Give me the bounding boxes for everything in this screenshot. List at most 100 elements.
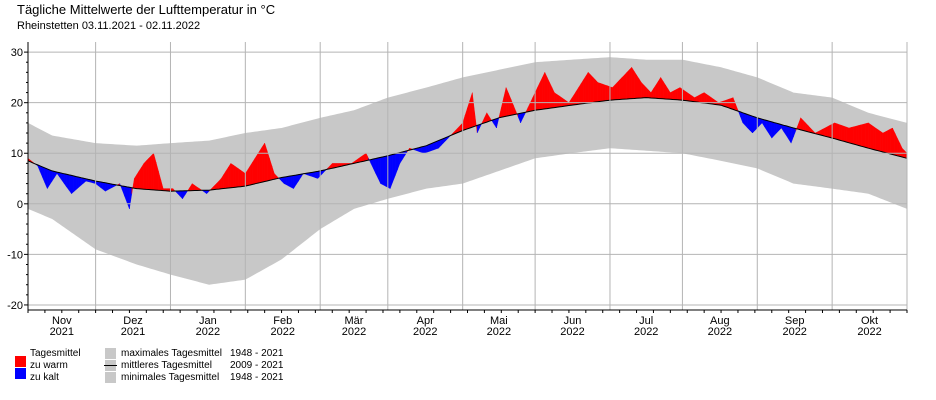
warm-anomaly-segment bbox=[877, 129, 881, 152]
cold-anomaly-segment bbox=[288, 175, 292, 188]
warm-anomaly-segment bbox=[638, 78, 642, 99]
climate-range-band bbox=[28, 57, 907, 285]
axes bbox=[24, 42, 908, 313]
warm-anomaly-segment bbox=[143, 160, 147, 190]
y-tick-label: 20 bbox=[11, 98, 23, 110]
warm-anomaly-segment bbox=[687, 92, 690, 102]
warm-anomaly-segment bbox=[537, 82, 541, 111]
cold-anomaly-segment bbox=[747, 114, 751, 131]
warm-anomaly-segment bbox=[614, 82, 618, 101]
warm-anomaly-segment bbox=[643, 84, 647, 99]
warm-anomaly-segment bbox=[728, 98, 731, 109]
warm-anomaly-segment bbox=[631, 66, 635, 99]
cold-anomaly-segment bbox=[315, 171, 318, 179]
legend-max-years: 1948 - 2021 bbox=[230, 348, 284, 359]
warm-anomaly-segment bbox=[841, 125, 845, 142]
cold-anomaly-segment bbox=[312, 171, 316, 178]
cold-swatch bbox=[15, 368, 26, 379]
warm-anomaly-segment bbox=[141, 162, 145, 190]
warm-anomaly-segment bbox=[621, 74, 625, 100]
warm-anomaly-segment bbox=[730, 97, 734, 110]
x-year-label: 2022 bbox=[560, 326, 584, 338]
warm-anomaly-segment bbox=[660, 76, 664, 100]
cold-anomaly-segment bbox=[771, 121, 775, 139]
warm-swatch bbox=[15, 356, 26, 367]
warm-anomaly-segment bbox=[824, 126, 828, 138]
warm-anomaly-segment bbox=[237, 168, 241, 188]
temperature-chart: -20-100102030Nov2021Dez2021Jan2022Feb202… bbox=[7, 42, 908, 338]
x-year-label: 2022 bbox=[782, 326, 806, 338]
legend-cold-label: zu kalt bbox=[30, 372, 59, 383]
mean-temperature-line bbox=[27, 97, 908, 192]
x-month-label: Mai bbox=[490, 315, 508, 327]
warm-anomaly-segment bbox=[836, 123, 840, 141]
warm-anomaly-segment bbox=[822, 127, 826, 137]
chart-subtitle: Rheinstetten 03.11.2021 - 02.11.2022 bbox=[17, 20, 201, 32]
y-tick-label: 30 bbox=[11, 47, 23, 59]
warm-anomaly-segment bbox=[225, 166, 229, 189]
warm-anomaly-segment bbox=[873, 125, 876, 151]
cold-anomaly-segment bbox=[382, 156, 386, 187]
cold-anomaly-segment bbox=[286, 176, 289, 187]
warm-anomaly-segment bbox=[230, 163, 234, 188]
warm-anomaly-segment bbox=[853, 125, 857, 146]
warm-anomaly-segment bbox=[612, 84, 615, 101]
warm-anomaly-segment bbox=[851, 126, 855, 145]
x-month-label: Nov bbox=[52, 315, 72, 327]
x-month-label: Apr bbox=[417, 315, 434, 327]
cold-anomaly-segment bbox=[421, 146, 425, 154]
cold-anomaly-segment bbox=[378, 157, 381, 184]
x-year-label: 2021 bbox=[121, 326, 145, 338]
warm-anomaly-segment bbox=[658, 76, 661, 99]
warm-anomaly-segment bbox=[856, 125, 859, 146]
warm-anomaly-segment bbox=[704, 92, 707, 104]
warm-anomaly-segment bbox=[240, 169, 244, 187]
x-month-label: Feb bbox=[273, 315, 292, 327]
cold-anomaly-segment bbox=[283, 176, 287, 186]
warm-anomaly-segment bbox=[624, 71, 628, 100]
warm-anomaly-segment bbox=[636, 74, 640, 99]
cold-anomaly-segment bbox=[107, 183, 111, 191]
legend-max-label: maximales Tagesmittel bbox=[121, 348, 222, 359]
warm-anomaly-segment bbox=[619, 76, 623, 100]
x-year-label: 2022 bbox=[342, 326, 366, 338]
warm-anomaly-segment bbox=[875, 127, 879, 151]
warm-anomaly-segment bbox=[858, 124, 862, 147]
warm-anomaly-segment bbox=[633, 70, 637, 99]
cold-anomaly-segment bbox=[742, 112, 746, 126]
warm-anomaly-segment bbox=[233, 164, 236, 188]
warm-anomaly-segment bbox=[585, 71, 589, 104]
warm-anomaly-segment bbox=[889, 127, 893, 155]
cold-anomaly-segment bbox=[71, 175, 75, 195]
legend-warm-label: zu warm bbox=[30, 360, 68, 371]
warm-anomaly-segment bbox=[588, 71, 591, 104]
warm-anomaly-segment bbox=[694, 96, 698, 103]
warm-anomaly-segment bbox=[675, 88, 678, 101]
warm-anomaly-segment bbox=[148, 155, 152, 190]
warm-anomaly-segment bbox=[549, 82, 553, 109]
x-year-label: 2021 bbox=[50, 326, 74, 338]
warm-anomaly-segment bbox=[257, 150, 260, 184]
warm-anomaly-segment bbox=[539, 77, 543, 110]
warm-anomaly-segment bbox=[138, 166, 142, 190]
x-year-label: 2022 bbox=[196, 326, 220, 338]
warm-anomaly-segment bbox=[554, 92, 557, 108]
cold-anomaly-segment bbox=[745, 113, 748, 129]
warm-anomaly-segment bbox=[629, 66, 632, 100]
warm-anomaly-segment bbox=[259, 146, 263, 183]
legend-min-years: 1948 - 2021 bbox=[230, 372, 284, 383]
warm-anomaly-segment bbox=[602, 83, 606, 102]
warm-anomaly-segment bbox=[595, 79, 599, 103]
warm-anomaly-segment bbox=[699, 93, 702, 103]
warm-anomaly-segment bbox=[146, 157, 149, 190]
warm-anomaly-segment bbox=[885, 130, 888, 154]
legend-mean-label: mittleres Tagesmittel bbox=[121, 360, 212, 371]
warm-anomaly-segment bbox=[701, 92, 705, 104]
cold-anomaly-segment bbox=[76, 176, 79, 190]
warm-anomaly-segment bbox=[880, 130, 884, 153]
warm-anomaly-segment bbox=[725, 99, 729, 108]
cold-anomaly-segment bbox=[749, 115, 753, 134]
warm-anomaly-segment bbox=[580, 79, 584, 105]
warm-anomaly-segment bbox=[882, 131, 886, 153]
legend-daily-label: Tagesmittel bbox=[30, 348, 81, 359]
